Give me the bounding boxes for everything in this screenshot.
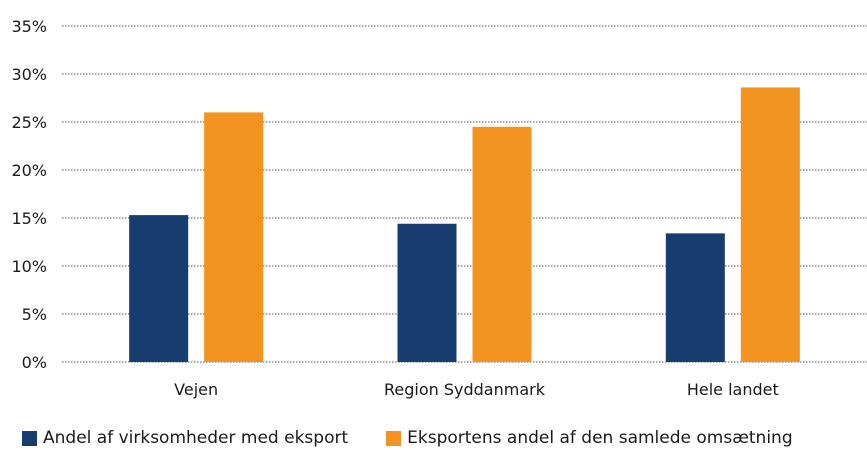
legend-item-series-1: Andel af virksomheder med eksport <box>22 428 348 448</box>
bar-series-2-1 <box>204 112 264 363</box>
y-tick-label: 5% <box>22 305 47 324</box>
bar-series-1-1 <box>129 215 189 362</box>
bar-series-2-3 <box>740 87 800 362</box>
y-tick-label: 20% <box>11 161 47 180</box>
y-tick-label: 35% <box>11 17 47 36</box>
y-tick-label: 15% <box>11 209 47 228</box>
bar-chart: 0% 5% 10% 15% 20% 25% 30% 35% Vejen Region Sydda… <box>11 17 867 399</box>
legend-label-series-2: Eksportens andel af den samlede omsætnin… <box>407 428 793 448</box>
bar-series-1-2 <box>397 223 457 362</box>
x-tick-label: Vejen <box>174 380 218 399</box>
y-tick-label: 10% <box>11 257 47 276</box>
bar-series-1-3 <box>665 233 725 362</box>
x-tick-label: Region Syddanmark <box>384 380 546 399</box>
gridlines <box>62 25 867 363</box>
x-tick-label: Hele landet <box>687 380 779 399</box>
legend-swatch-series-1 <box>22 430 37 446</box>
legend-label-series-1: Andel af virksomheder med eksport <box>43 428 349 448</box>
legend-swatch-series-2 <box>386 430 402 446</box>
y-tick-label: 30% <box>11 65 47 84</box>
legend-item-series-2: Eksportens andel af den samlede omsætnin… <box>386 428 793 448</box>
y-axis-tick-labels: 0% 5% 10% 15% 20% 25% 30% 35% <box>11 17 47 372</box>
legend: Andel af virksomheder med eksport Ekspor… <box>22 428 793 448</box>
y-tick-label: 0% <box>22 353 47 372</box>
x-axis-tick-labels: Vejen Region Syddanmark Hele landet <box>174 380 779 399</box>
bars <box>129 87 800 363</box>
y-tick-label: 25% <box>11 113 47 132</box>
bar-series-2-2 <box>472 126 532 362</box>
